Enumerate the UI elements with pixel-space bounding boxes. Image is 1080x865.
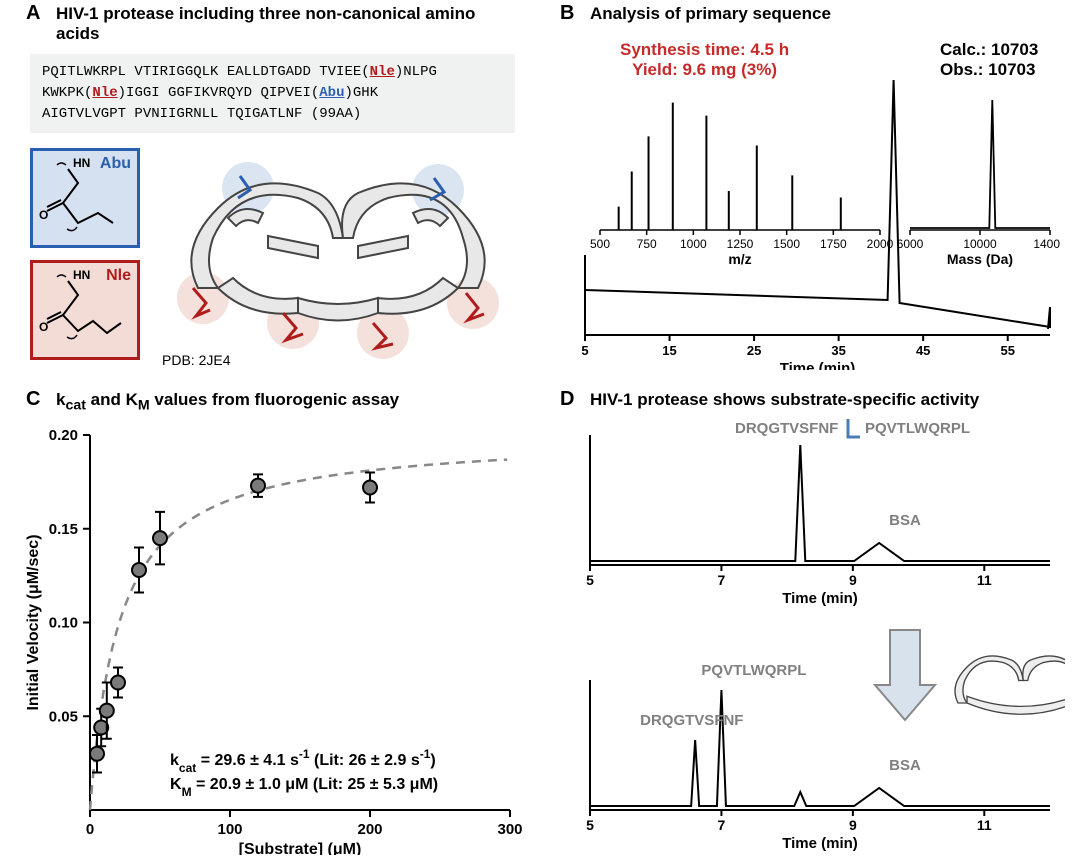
seq-text: PQITLWKRPL VTIRIGGQLK EALLDTGADD TVIEE( (42, 64, 370, 80)
svg-text:BSA: BSA (889, 512, 921, 529)
svg-text:[Substrate] (μM): [Substrate] (μM) (239, 841, 362, 855)
svg-text:Initial Velocity (μM/sec): Initial Velocity (μM/sec) (25, 534, 42, 710)
svg-text:7: 7 (718, 817, 726, 833)
panel-b-title: Analysis of primary sequence (590, 4, 831, 24)
panel-a-label: A (26, 2, 40, 25)
svg-text:6000: 6000 (897, 237, 924, 251)
svg-text:1500: 1500 (773, 237, 800, 251)
abu-structure-box: Abu HN O (30, 148, 140, 248)
svg-text:7: 7 (718, 572, 726, 588)
panel-d-title: HIV-1 protease shows substrate-specific … (590, 390, 979, 410)
panel-b-label: B (560, 2, 574, 25)
svg-text:0.20: 0.20 (49, 427, 78, 444)
svg-text:KM = 20.9 ± 1.0 μM (Lit: 25 ±: KM = 20.9 ± 1.0 μM (Lit: 25 ± 5.3 μM) (170, 776, 438, 799)
svg-text:9: 9 (849, 817, 857, 833)
nle-structure-icon: HN O (33, 263, 137, 357)
svg-text:0: 0 (86, 821, 94, 838)
seq-text: )GHK (345, 85, 379, 101)
sequence-box: PQITLWKRPL VTIRIGGQLK EALLDTGADD TVIEE(N… (30, 54, 515, 133)
nle-marker: Nle (370, 64, 395, 80)
svg-text:Time (min): Time (min) (782, 590, 858, 607)
svg-text:Time (min): Time (min) (780, 360, 856, 370)
nle-marker: Nle (92, 85, 117, 101)
svg-text:1750: 1750 (820, 237, 847, 251)
svg-text:0.15: 0.15 (49, 521, 78, 538)
seq-text: )NLPG (395, 64, 437, 80)
svg-text:5: 5 (586, 817, 594, 833)
svg-text:300: 300 (497, 821, 522, 838)
panel-c-label: C (26, 388, 40, 411)
svg-text:PQVTLWQRPL: PQVTLWQRPL (865, 420, 970, 437)
svg-text:kcat = 29.6 ± 4.1 s-1 (Lit: 26: kcat = 29.6 ± 4.1 s-1 (Lit: 26 ± 2.9 s-1… (170, 747, 436, 775)
panel-c-chart: 0 100 200 300 0.05 0.10 0.15 0.20 [Substrate] (μ… (20, 415, 530, 855)
svg-text:Time (min): Time (min) (782, 835, 858, 852)
svg-text:O: O (39, 208, 48, 222)
svg-text:100: 100 (217, 821, 242, 838)
pdb-label: PDB: 2JE4 (162, 352, 230, 368)
panel-a-title: HIV-1 protease including three non-canon… (56, 4, 496, 44)
svg-text:5: 5 (581, 343, 588, 358)
svg-text:0.10: 0.10 (49, 615, 78, 632)
svg-text:Mass (Da): Mass (Da) (947, 251, 1013, 267)
protein-ribbon-icon (158, 148, 518, 368)
svg-text:5: 5 (586, 572, 594, 588)
svg-text:45: 45 (916, 343, 930, 358)
seq-text: KWKPK( (42, 85, 92, 101)
svg-text:15: 15 (662, 343, 676, 358)
svg-text:500: 500 (590, 237, 610, 251)
svg-text:PQVTLWQRPL: PQVTLWQRPL (701, 662, 806, 679)
svg-text:750: 750 (637, 237, 657, 251)
svg-text:O: O (39, 320, 48, 334)
panel-d-label: D (560, 388, 574, 411)
svg-text:11: 11 (977, 572, 992, 588)
seq-text: )IGGI GGFIKVRQYD QIPVEI( (118, 85, 320, 101)
abu-structure-icon: HN O (33, 151, 137, 245)
nle-structure-box: Nle HN O (30, 260, 140, 360)
svg-text:1250: 1250 (727, 237, 754, 251)
svg-text:HN: HN (73, 156, 90, 170)
svg-text:0.05: 0.05 (49, 708, 78, 725)
svg-text:10000: 10000 (963, 237, 997, 251)
panel-b-chart: 5 15 25 35 45 55 Time (min) 500 750 1000 1250 1500 1… (560, 40, 1060, 370)
svg-text:2000: 2000 (867, 237, 894, 251)
svg-text:55: 55 (1000, 343, 1014, 358)
panel-d-chart: 5 7 9 11 Time (min) BSA DRQGTVSFNF PQVTLWQRPL 5 7… (555, 415, 1065, 860)
svg-text:HN: HN (73, 268, 90, 282)
svg-text:9: 9 (849, 572, 857, 588)
seq-text: AIGTVLVGPT PVNIIGRNLL TQIGATLNF (99AA) (42, 104, 503, 125)
svg-text:35: 35 (831, 343, 845, 358)
svg-text:BSA: BSA (889, 757, 921, 774)
panel-c-title: kcat and KM values from fluorogenic assa… (56, 390, 399, 413)
svg-text:200: 200 (357, 821, 382, 838)
svg-text:1000: 1000 (680, 237, 707, 251)
svg-text:25: 25 (747, 343, 761, 358)
svg-text:11: 11 (977, 817, 992, 833)
svg-text:DRQGTVSFNF: DRQGTVSFNF (640, 712, 743, 729)
svg-text:14000: 14000 (1033, 237, 1060, 251)
svg-text:m/z: m/z (728, 251, 751, 267)
abu-marker: Abu (319, 85, 344, 101)
svg-text:DRQGTVSFNF: DRQGTVSFNF (735, 420, 838, 437)
